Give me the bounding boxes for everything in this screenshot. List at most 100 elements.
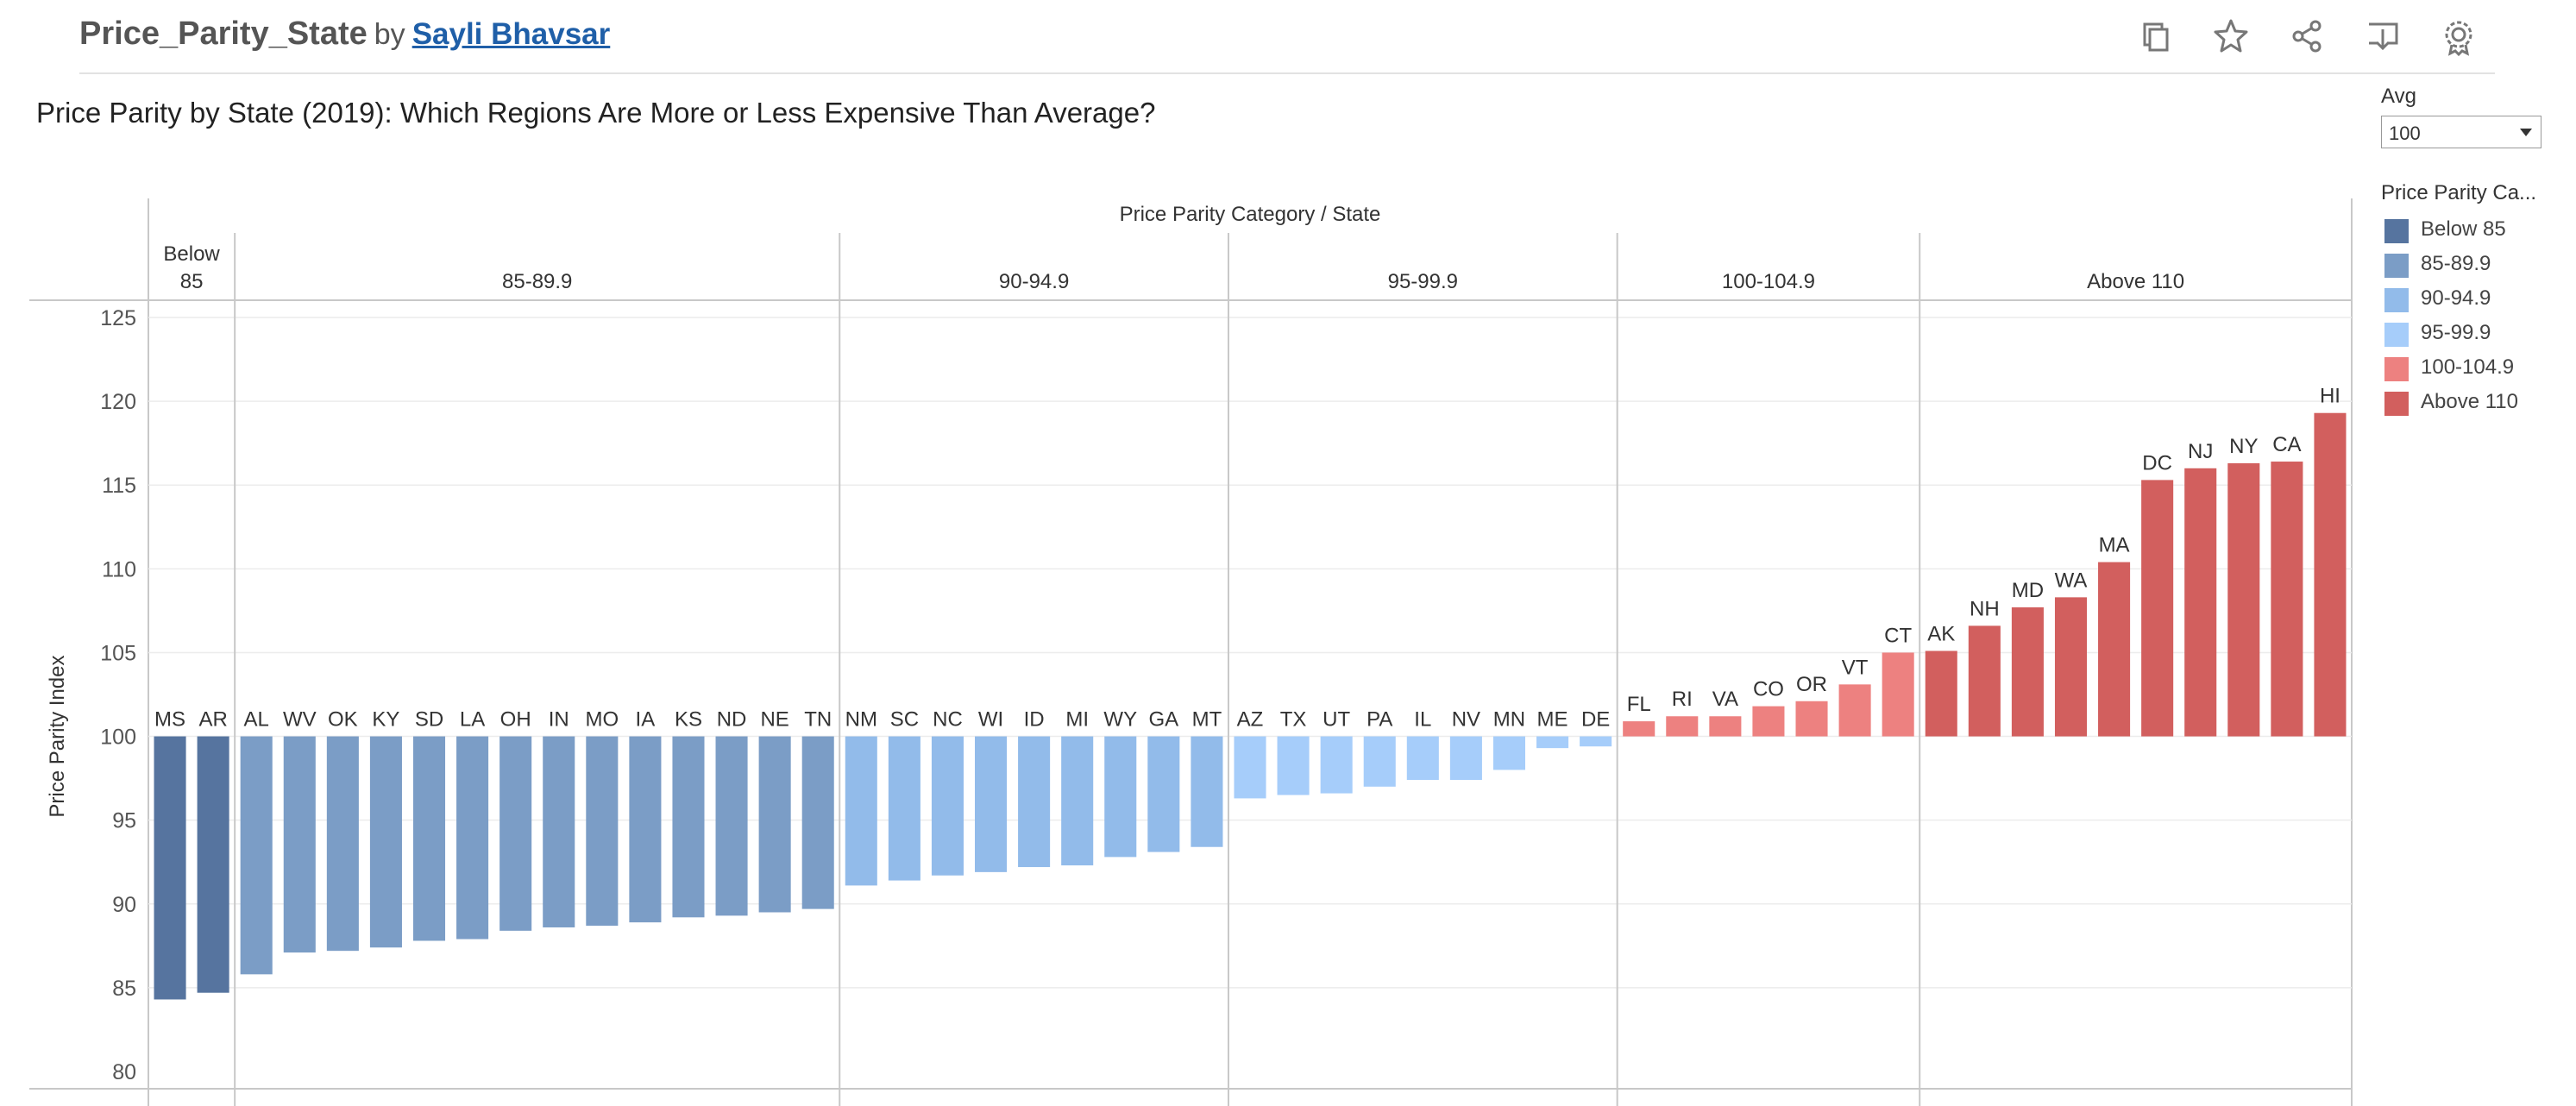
viz-title: Price_Parity_State by Sayli Bhavsar [79,16,610,53]
state-label-oh: OH [500,708,531,732]
bar-mn [1492,736,1525,770]
y-tick-label: 95 [112,809,136,833]
bar-tx [1277,736,1310,795]
bar-co [1752,706,1785,737]
state-label-nh: NH [1970,597,2000,620]
bar-il [1406,736,1439,781]
subtitle-prefix: Price Parity by State (2019): [36,97,400,129]
y-tick-label: 90 [112,893,136,917]
bar-md [2011,607,2044,737]
state-label-ms: MS [154,708,185,732]
bar-oh [499,736,532,931]
bar-al [240,736,273,975]
bar-sd [412,736,446,941]
legend-label: Above 110 [2421,390,2518,413]
share-icon[interactable] [2286,16,2328,57]
bar-nc [931,736,964,876]
state-label-co: CO [1753,678,1784,701]
bar-vt [1838,684,1871,737]
state-label-me: ME [1537,708,1568,732]
bar-mt [1191,736,1223,847]
state-label-ky: KY [372,708,399,732]
state-label-az: AZ [1237,708,1264,732]
bar-nd [715,736,748,916]
state-label-nm: NM [845,708,877,732]
state-label-fl: FL [1627,693,1651,716]
group-header-label: 100-104.9 [1722,270,1815,293]
state-label-pa: PA [1367,708,1392,732]
subtitle-question: Which Regions Are More or Less Expensive… [399,97,1156,129]
bar-id [1018,736,1051,868]
copy-icon[interactable] [2134,16,2176,57]
avg-filter-select[interactable]: 100 [2381,116,2541,148]
state-label-ok: OK [328,708,358,732]
bar-dc [2141,480,2174,737]
state-label-mn: MN [1493,708,1525,732]
state-label-in: IN [549,708,569,732]
state-label-ia: IA [636,708,656,732]
bar-me [1536,736,1569,749]
state-label-nd: ND [717,708,747,732]
bar-hi [2314,412,2347,737]
group-header-label: 85 [180,270,204,293]
bar-ne [758,736,791,913]
state-label-la: LA [460,708,485,732]
bar-nm [845,736,877,886]
state-label-ma: MA [2099,534,2130,557]
bar-nj [2184,468,2217,737]
state-label-dc: DC [2142,451,2172,474]
state-label-mo: MO [585,708,619,732]
top-bar: Price_Parity_State by Sayli Bhavsar [0,0,2576,74]
legend-swatch [2384,288,2409,312]
download-icon[interactable] [2362,16,2403,57]
legend-title: Price Parity Ca... [2381,181,2537,204]
star-icon[interactable] [2210,16,2252,57]
legend-swatch [2384,357,2409,381]
state-label-sc: SC [890,708,919,732]
state-label-al: AL [244,708,269,732]
state-label-ca: CA [2272,433,2301,456]
settings-icon[interactable] [2438,16,2479,57]
state-label-ak: AK [1927,623,1955,646]
bar-nh [1968,625,2001,737]
state-label-id: ID [1024,708,1045,732]
bar-ms [154,736,186,1000]
bar-or [1795,701,1828,737]
state-label-va: VA [1712,688,1738,711]
state-label-ks: KS [675,708,702,732]
bar-sc [888,736,920,881]
bar-ri [1666,716,1699,737]
y-tick-label: 105 [100,641,136,665]
chevron-down-icon[interactable] [2520,129,2532,136]
bar-ok [326,736,359,952]
bar-ca [2271,462,2303,737]
bar-ak [1925,650,1957,737]
state-label-tn: TN [804,708,832,732]
bar-ky [369,736,402,948]
legend-label: 100-104.9 [2421,355,2515,379]
bar-in [543,736,575,927]
state-label-il: IL [1414,708,1431,732]
legend-swatch [2384,219,2409,243]
bar-wa [2054,597,2088,737]
y-tick-label: 85 [112,977,136,1001]
group-header-label: 95-99.9 [1388,270,1458,293]
bar-tn [801,736,834,909]
state-label-wy: WY [1103,708,1137,732]
state-label-nv: NV [1452,708,1480,732]
state-label-nj: NJ [2188,440,2213,463]
bar-ma [2098,562,2131,737]
state-label-ga: GA [1148,708,1178,732]
y-tick-label: 100 [100,726,136,750]
bar-ga [1147,736,1180,852]
legend-label: 95-99.9 [2421,321,2491,344]
bar-mo [586,736,619,927]
header-divider [79,72,2495,74]
bar-wy [1104,736,1137,858]
state-label-ne: NE [760,708,789,732]
state-label-wi: WI [978,708,1003,732]
author-link[interactable]: Sayli Bhavsar [412,17,611,51]
group-header-label: 85-89.9 [502,270,572,293]
bar-ny [2227,462,2260,737]
bar-pa [1363,736,1396,787]
